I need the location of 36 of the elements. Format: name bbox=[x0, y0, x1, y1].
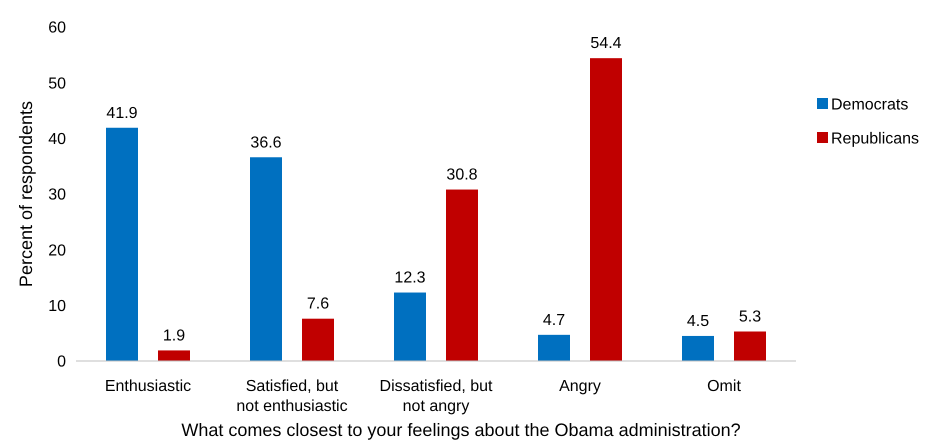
data-label: 36.6 bbox=[250, 134, 282, 152]
bar bbox=[590, 58, 622, 361]
data-label: 7.6 bbox=[306, 296, 330, 313]
x-tick-label: Dissatisfied, but not angry bbox=[380, 378, 494, 415]
bar bbox=[538, 334, 570, 361]
y-tick-label: 40 bbox=[48, 130, 66, 148]
data-label: 12.3 bbox=[394, 270, 426, 287]
bar bbox=[682, 336, 714, 361]
legend-label: Republicans bbox=[831, 130, 920, 148]
data-label: 4.5 bbox=[686, 312, 710, 330]
x-axis-title: What comes closest to your feelings about the Obama administration? bbox=[181, 420, 741, 440]
y-tick-label: 30 bbox=[48, 186, 66, 204]
y-tick-label: 50 bbox=[48, 75, 66, 92]
data-label: 4.7 bbox=[542, 312, 566, 329]
y-tick-label: 60 bbox=[48, 20, 66, 37]
bar bbox=[106, 128, 138, 361]
x-tick-label: Omit bbox=[707, 378, 742, 395]
data-label: 41.9 bbox=[106, 104, 138, 122]
bar bbox=[446, 190, 478, 361]
bar bbox=[250, 157, 282, 361]
data-label: 1.9 bbox=[162, 327, 186, 344]
legend-label: Democrats bbox=[831, 96, 908, 114]
data-label: 54.4 bbox=[590, 35, 622, 52]
x-tick-label: Enthusiastic bbox=[104, 378, 192, 395]
y-axis-title: Percent of respondents bbox=[16, 100, 36, 288]
x-tick-label: Satisfied, but not enthusiastic bbox=[236, 378, 348, 415]
bar bbox=[734, 331, 766, 361]
data-label: 30.8 bbox=[446, 166, 478, 184]
bar bbox=[302, 318, 334, 361]
data-label: 5.3 bbox=[738, 308, 762, 326]
bar bbox=[394, 292, 426, 361]
y-tick-label: 10 bbox=[48, 298, 66, 315]
y-tick-label: 0 bbox=[57, 354, 66, 371]
y-tick-label: 20 bbox=[48, 242, 66, 260]
x-tick-label: Angry bbox=[559, 378, 601, 395]
bar bbox=[158, 350, 190, 361]
